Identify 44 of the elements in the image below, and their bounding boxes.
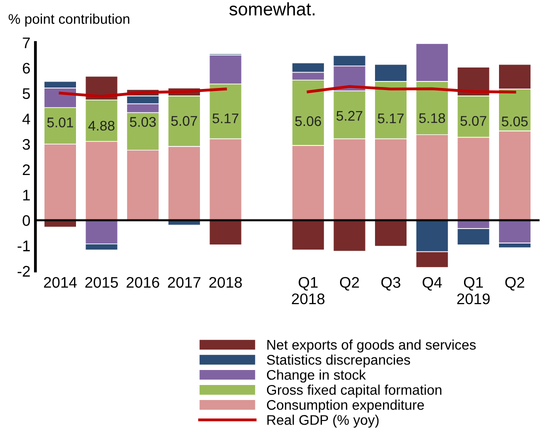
x-tick-label: 2018 — [209, 277, 242, 288]
data-label: 5.17 — [212, 114, 238, 124]
chart-title: somewhat. — [229, 2, 315, 16]
y-tick-label: -1 — [18, 240, 30, 252]
bar — [333, 220, 366, 252]
legend-label: Change in stock — [266, 370, 366, 383]
y-tick-label: 5 — [22, 88, 30, 100]
data-label: 5.18 — [419, 113, 446, 124]
x-tick-label: Q4 — [422, 277, 442, 291]
data-label: 5.06 — [295, 116, 322, 126]
data-label: 5.07 — [171, 116, 198, 126]
y-tick-label: 1 — [23, 190, 30, 200]
x-tick-label: 2016 — [126, 277, 160, 288]
data-label: 4.88 — [88, 120, 114, 131]
bar — [374, 220, 408, 247]
legend-label: Consumption expenditure — [266, 400, 424, 413]
data-label: 5.07 — [460, 116, 486, 126]
data-label: 5.01 — [47, 118, 74, 128]
data-label: 5.05 — [502, 116, 528, 126]
data-label: 5.17 — [378, 114, 404, 124]
y-tick-label: 2 — [22, 164, 30, 176]
data-label: 5.27 — [336, 110, 362, 121]
y-axis-title: % point contribution — [8, 14, 130, 27]
x-tick-label: 2015 — [85, 277, 118, 288]
x-tick-label: Q1 2019 — [457, 277, 490, 304]
y-tick-label: 4 — [22, 114, 30, 124]
y-tick-label: -2 — [18, 266, 30, 277]
x-tick-label: Q3 — [381, 277, 400, 291]
x-tick-label: Q1 2018 — [292, 277, 324, 304]
bar — [292, 220, 325, 250]
x-tick-label: 2014 — [44, 277, 77, 288]
legend-label: Statistics discrepancies — [266, 354, 410, 368]
y-tick-label: 0 — [22, 215, 30, 226]
data-label: 5.03 — [130, 117, 156, 127]
legend-label: Net exports of goods and services — [267, 340, 476, 352]
y-tick-label: 3 — [22, 138, 30, 150]
legend-label: Gross fixed capital formation — [266, 384, 442, 398]
x-tick-label: 2017 — [168, 277, 200, 288]
x-tick-label: Q2 — [340, 277, 359, 291]
y-tick-label: 6 — [22, 62, 30, 74]
y-tick-label: 7 — [22, 38, 30, 48]
x-tick-label: Q2 — [505, 277, 524, 291]
legend-label: Real GDP (% yoy) — [267, 414, 379, 428]
bar — [209, 220, 242, 246]
